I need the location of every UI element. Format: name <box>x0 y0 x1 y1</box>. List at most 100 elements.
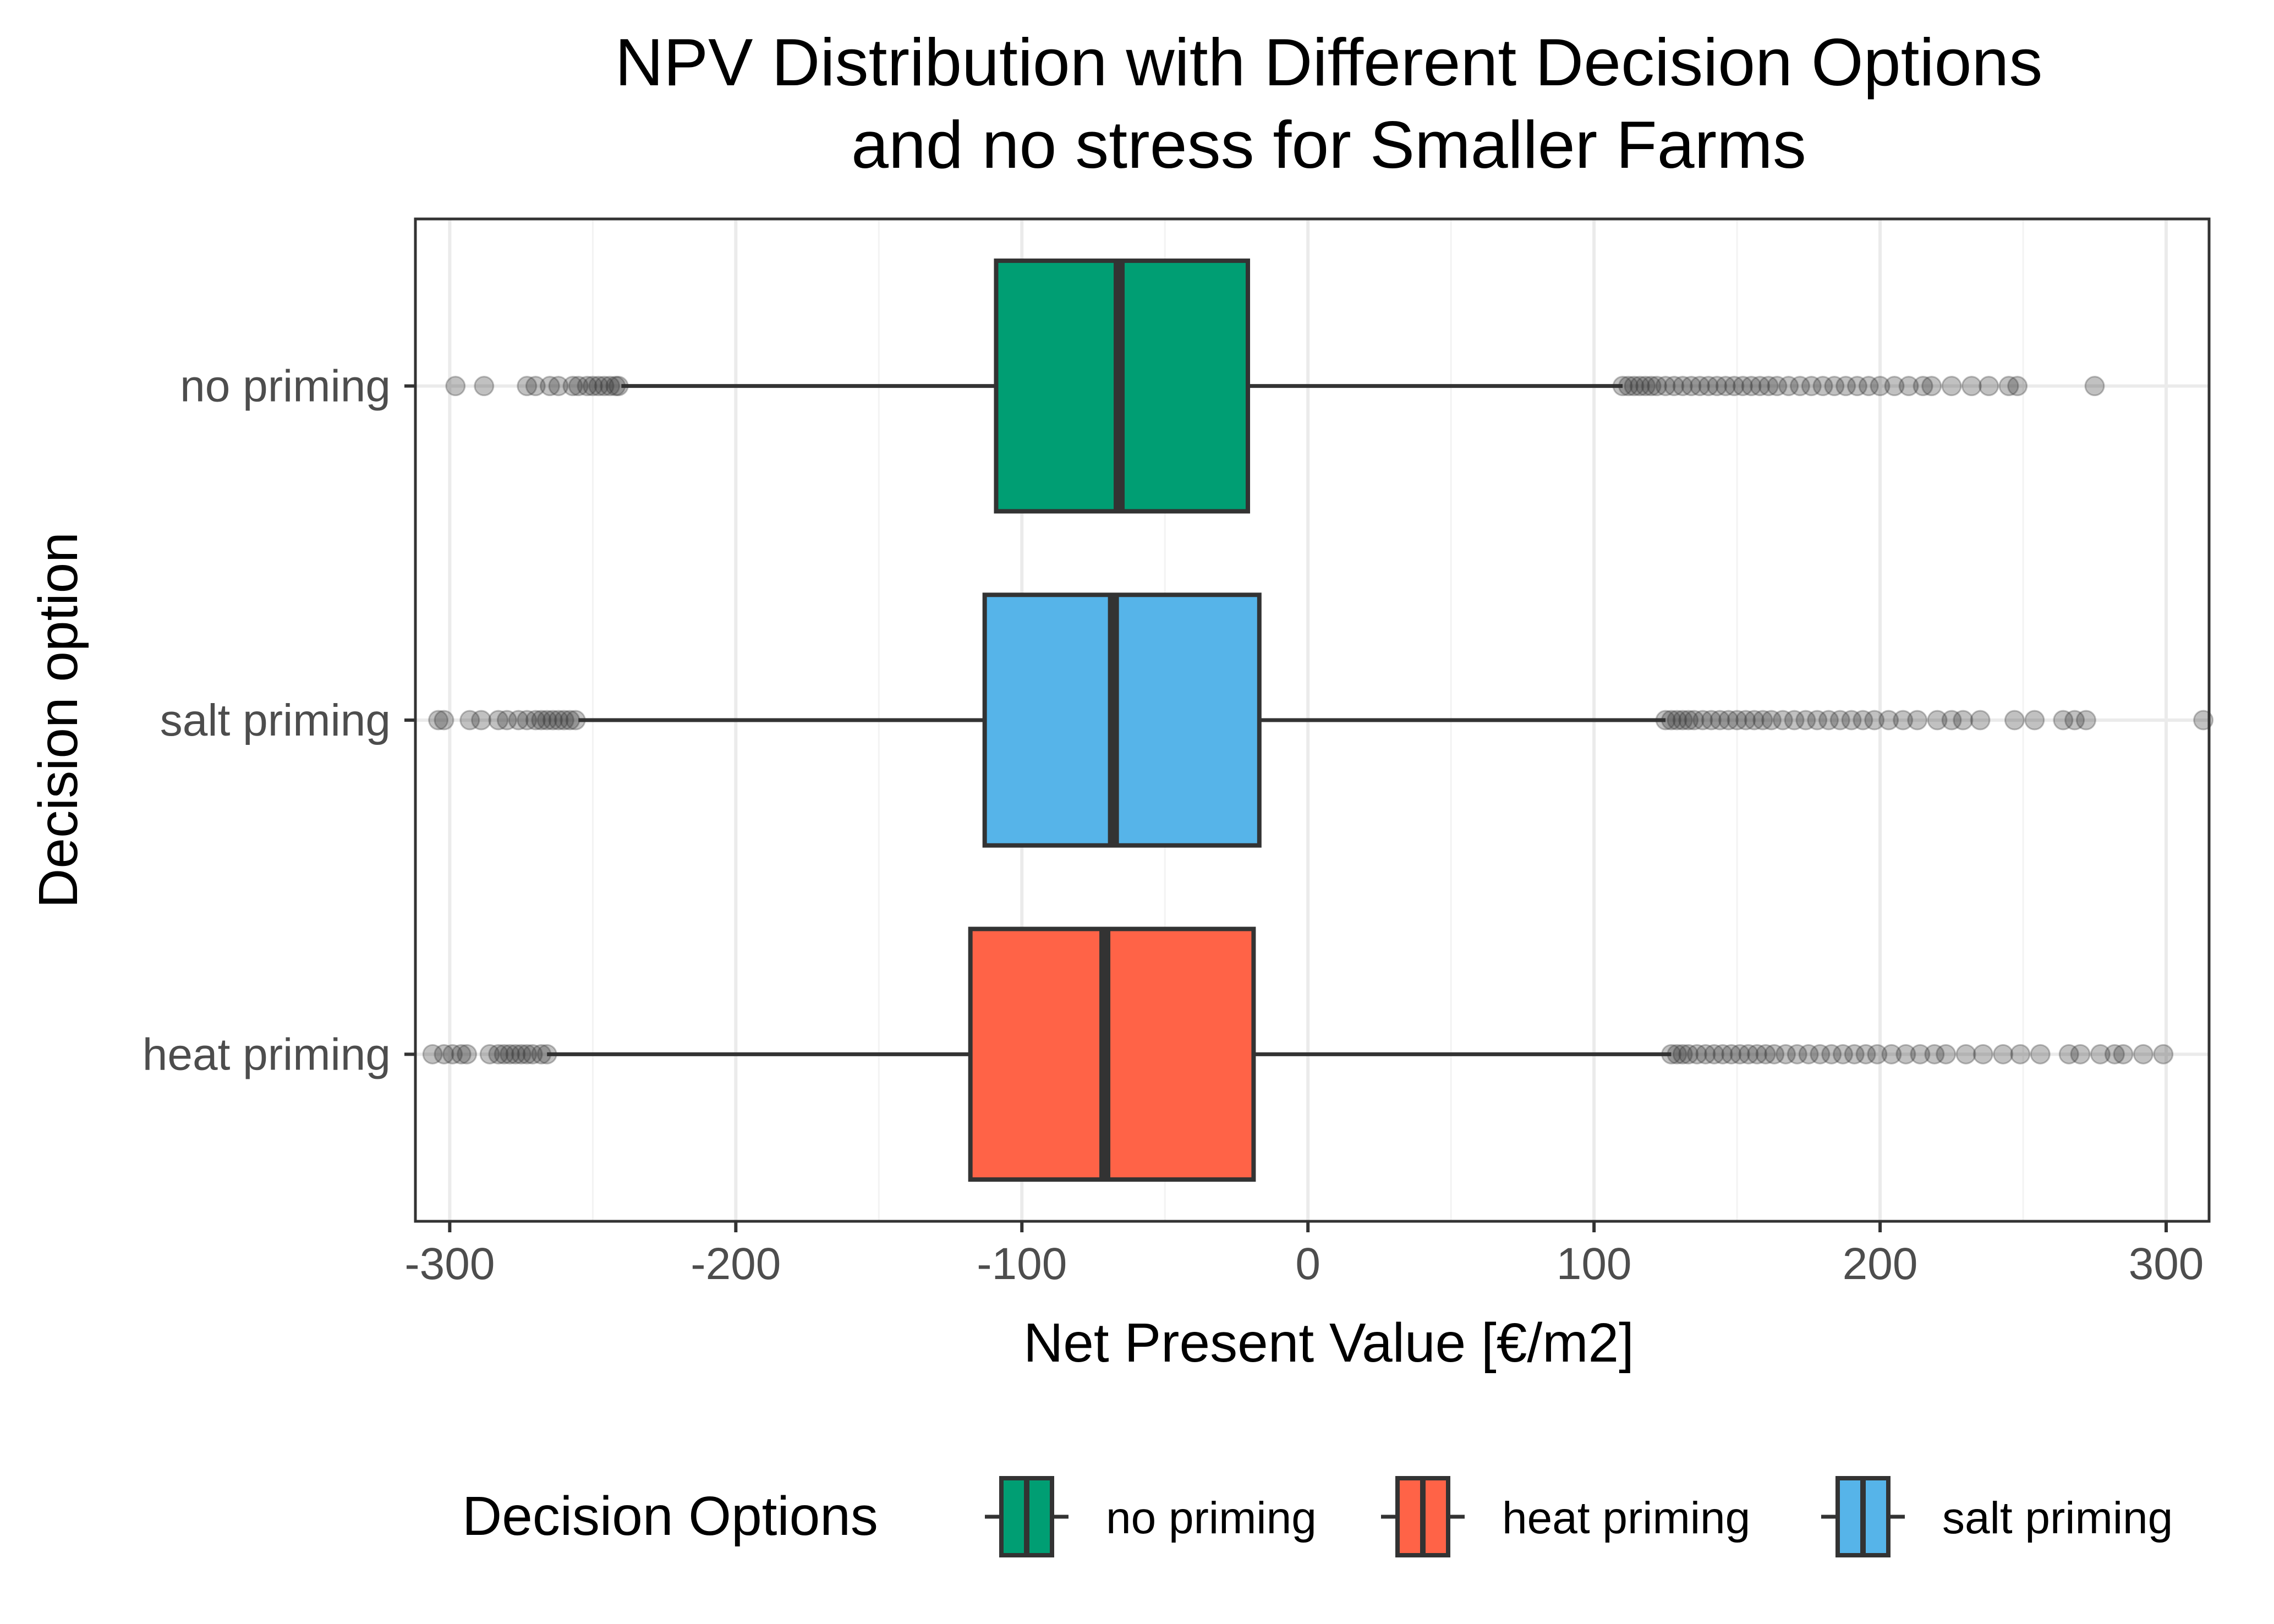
outlier-point <box>517 710 538 731</box>
outlier-point <box>1787 1044 1807 1065</box>
outlier-point <box>1798 1044 1819 1065</box>
outlier-point <box>1829 710 1850 731</box>
box-no-priming <box>445 258 2105 514</box>
outlier-point <box>1695 1044 1716 1065</box>
box-iqr <box>982 592 1262 848</box>
outlier-point <box>1661 710 1682 731</box>
outlier-point <box>1870 376 1891 397</box>
legend-item-salt-priming: salt priming <box>1821 1476 2173 1557</box>
outlier-point <box>2064 710 2085 731</box>
outlier-point <box>1824 376 1845 397</box>
outlier-point <box>1635 376 1656 397</box>
outlier-point <box>1698 376 1719 397</box>
y-axis-title: Decision option <box>28 532 89 908</box>
outlier-point <box>2053 710 2074 731</box>
outlier-point <box>496 710 517 731</box>
outlier-point <box>445 376 466 397</box>
outlier-point <box>1667 710 1687 731</box>
outlier-point <box>1921 376 1942 397</box>
outlier-point <box>451 1044 472 1065</box>
outlier-point <box>562 376 583 397</box>
outlier-point <box>434 1044 454 1065</box>
outlier-point <box>536 710 557 731</box>
y-tick-label: heat priming <box>143 1029 391 1079</box>
outlier-point <box>1709 710 1730 731</box>
legend-item-no-priming: no priming <box>985 1476 1317 1557</box>
outlier-point <box>1724 376 1745 397</box>
outlier-point <box>531 1044 552 1065</box>
outlier-point <box>1684 710 1705 731</box>
outlier-point <box>2104 1044 2125 1065</box>
outlier-point <box>600 376 621 397</box>
axes: -300 -200 -100 0 100 200 300 no priming salt pri… <box>143 361 2204 1289</box>
outlier-point <box>442 1044 463 1065</box>
outlier-point <box>1778 376 1799 397</box>
outlier-point <box>1686 1044 1707 1065</box>
outlier-point <box>539 376 560 397</box>
outlier-point <box>1712 1044 1733 1065</box>
box-iqr <box>968 926 1256 1182</box>
legend: Decision Options no priming heat priming s… <box>462 1476 2173 1557</box>
outlier-point <box>1624 376 1645 397</box>
outlier-point <box>1818 710 1839 731</box>
outlier-point <box>525 710 546 731</box>
outlier-point <box>1750 376 1771 397</box>
outlier-point <box>1784 710 1805 731</box>
outlier-point <box>1910 1044 1931 1065</box>
outlier-point <box>1878 710 1899 731</box>
outlier-point <box>1664 376 1685 397</box>
outlier-point <box>1612 376 1633 397</box>
outlier-point <box>1672 1044 1693 1065</box>
outlier-point <box>1764 1044 1785 1065</box>
outlier-point <box>488 1044 509 1065</box>
outlier-point <box>474 376 495 397</box>
legend-label: heat priming <box>1502 1493 1750 1543</box>
outlier-point <box>1733 376 1754 397</box>
outlier-point <box>1812 376 1833 397</box>
outlier-point <box>1844 1044 1865 1065</box>
outlier-point <box>577 376 598 397</box>
outlier-point <box>560 710 580 731</box>
outlier-point <box>479 1044 500 1065</box>
outlier-point <box>1692 710 1713 731</box>
outlier-point <box>522 1044 543 1065</box>
outlier-point <box>1864 710 1885 731</box>
outlier-point <box>1810 1044 1831 1065</box>
outlier-point <box>488 710 509 731</box>
x-tick-label: 200 <box>1843 1239 1918 1289</box>
outlier-point <box>531 710 552 731</box>
outlier-point <box>1727 710 1747 731</box>
outlier-point <box>1927 710 1948 731</box>
outlier-point <box>1832 1044 1853 1065</box>
outlier-point <box>1678 1044 1699 1065</box>
x-tick-label: 100 <box>1557 1239 1632 1289</box>
outlier-point <box>1993 1044 2014 1065</box>
outlier-point <box>2058 1044 2079 1065</box>
outlier-point <box>2024 710 2045 731</box>
outlier-point <box>1772 710 1793 731</box>
box-salt-priming <box>428 592 2214 848</box>
outlier-point <box>494 1044 514 1065</box>
outlier-point <box>434 710 454 731</box>
outlier-point <box>588 376 609 397</box>
outlier-point <box>1647 376 1668 397</box>
outlier-point <box>471 710 492 731</box>
outlier-point <box>1795 710 1816 731</box>
outlier-point <box>1618 376 1639 397</box>
outlier-point <box>505 1044 526 1065</box>
legend-label: salt priming <box>1942 1493 2173 1543</box>
outlier-point <box>565 710 586 731</box>
outlier-point <box>2010 1044 2031 1065</box>
outlier-point <box>1855 1044 1876 1065</box>
outlier-point <box>428 710 449 731</box>
outlier-point <box>1761 710 1782 731</box>
chart-title-line-2: and no stress for Smaller Farms <box>851 107 1806 182</box>
outlier-point <box>1738 1044 1759 1065</box>
outlier-point <box>2004 710 2025 731</box>
outlier-point <box>543 710 563 731</box>
outlier-point <box>1775 1044 1796 1065</box>
x-tick-label: 0 <box>1295 1239 1320 1289</box>
outlier-point <box>1953 710 1974 731</box>
outlier-point <box>1853 710 1873 731</box>
outlier-point <box>1936 1044 1957 1065</box>
